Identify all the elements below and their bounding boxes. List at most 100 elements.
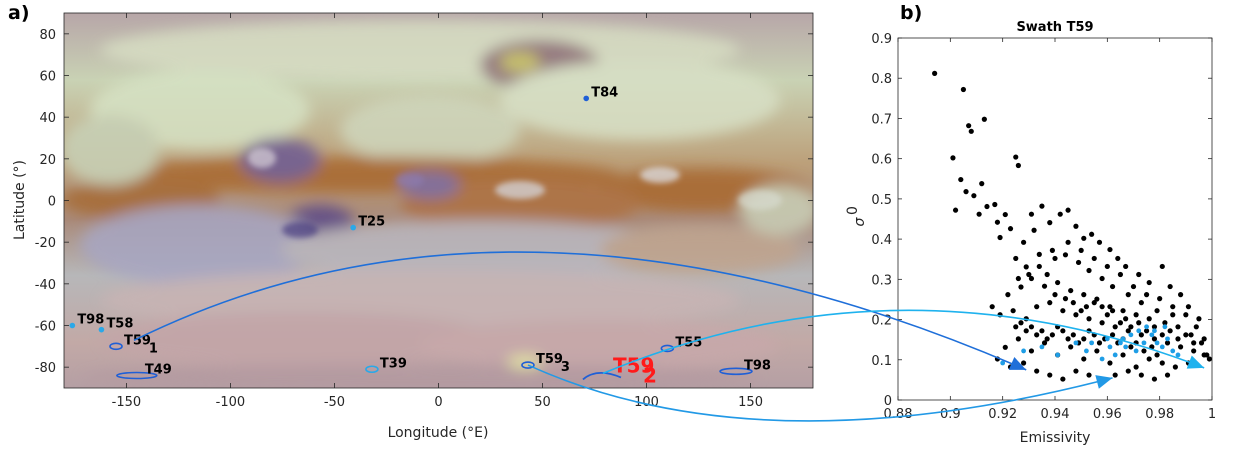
scatter-point [1052, 255, 1058, 262]
connector-arrowhead [1095, 375, 1113, 389]
scatter-point [976, 211, 982, 217]
scatter-point-highlight [1165, 336, 1170, 342]
connector-arrow-t59-3 [527, 364, 1113, 422]
scatter-y-tick-label: 0.5 [871, 193, 892, 208]
scatter-point-highlight [1152, 328, 1157, 334]
map-y-tick-label: -40 [35, 278, 56, 293]
scatter-point [1028, 348, 1035, 354]
scatter-y-tick-label: 0.1 [871, 354, 892, 369]
map-y-tick-label: 60 [39, 70, 56, 85]
swath-outline-t59 [109, 342, 123, 351]
map-panel: -150 -100 -50 0 50 100 150-80-60-40-2002040608… [12, 12, 814, 441]
scatter-point [1031, 227, 1037, 233]
scatter-point [1154, 352, 1160, 358]
scatter-y-tick-label: 0.2 [871, 314, 892, 329]
scatter-point [1191, 348, 1197, 354]
scatter-point [1151, 336, 1158, 342]
scatter-point [1154, 308, 1160, 314]
scatter-point [1034, 332, 1040, 338]
swath-label-t59-1: T59 [124, 333, 151, 348]
scatter-point [1018, 320, 1024, 326]
scatter-point [1175, 336, 1181, 342]
scatter-point-highlight [1021, 348, 1026, 354]
scatter-point [1060, 376, 1066, 382]
scatter-point [1081, 356, 1087, 362]
map-y-tick-label: 40 [39, 111, 56, 126]
map-x-tick-label: 150 [738, 395, 763, 410]
scatter-point [1151, 324, 1158, 330]
scatter-point-highlight [1136, 328, 1142, 334]
scatter-point [1141, 348, 1147, 354]
scatter-point [1191, 340, 1197, 346]
swath-dot-t58 [98, 326, 105, 333]
scatter-point [1086, 267, 1092, 274]
scatter-point [1193, 324, 1199, 330]
scatter-point [1094, 348, 1100, 354]
scatter-y-axis-sigma: σ [852, 216, 868, 226]
scatter-point [1117, 320, 1124, 326]
scatter-title: Swath T59 [1016, 20, 1093, 35]
swath-outline-t49 [116, 371, 158, 380]
swath-label-t25: T25 [358, 215, 385, 230]
scatter-x-tick-label: 0.92 [988, 407, 1017, 422]
scatter-point [1136, 271, 1142, 278]
scatter-point [1073, 223, 1079, 229]
highlight-swath-subscript: 2 [643, 363, 657, 387]
scatter-panel: Swath T59 0.88 0.9 0.92 0.94 0.96 0.98 100.10.… [845, 20, 1216, 446]
scatter-point [1034, 304, 1040, 310]
swath-label-t58: T58 [106, 317, 133, 332]
scatter-point [1065, 336, 1071, 342]
scatter-point [1070, 332, 1076, 338]
scatter-point [1157, 296, 1163, 302]
map-x-tick-label: -50 [324, 395, 345, 410]
scatter-point [1109, 332, 1116, 338]
scatter-point [1128, 344, 1134, 350]
scatter-point [1138, 300, 1144, 306]
swath-label-subscript: 1 [149, 341, 158, 356]
scatter-point [1060, 328, 1066, 334]
scatter-point-highlight [1118, 340, 1123, 346]
swath-outline-t59-2 [582, 372, 622, 381]
scatter-point [1041, 283, 1048, 289]
scatter-point [1013, 255, 1019, 262]
scatter-point [1068, 344, 1074, 350]
scatter-y-tick-label: 0 [884, 394, 892, 409]
scatter-point [1107, 246, 1113, 253]
connector-arrow-t59-1 [133, 251, 1027, 371]
scatter-point [1109, 308, 1116, 314]
scatter-point [1023, 264, 1029, 270]
scatter-point [1015, 336, 1021, 342]
scatter-point [1151, 376, 1158, 382]
scatter-point [1028, 324, 1035, 330]
swath-label-t98: T98 [77, 313, 104, 328]
scatter-point [1062, 296, 1069, 302]
scatter-point [1091, 255, 1097, 262]
scatter-point [1146, 316, 1152, 322]
swath-label-t84: T84 [591, 85, 618, 100]
scatter-point-highlight [1133, 348, 1139, 354]
scatter-point-highlight [1104, 336, 1110, 342]
scatter-x-tick-label: 1 [1208, 407, 1216, 422]
scatter-point [1183, 312, 1189, 318]
scatter-point [1178, 344, 1184, 350]
swath-label-subscript: 3 [561, 360, 570, 375]
scatter-point-highlight [1141, 340, 1147, 346]
scatter-point [979, 181, 985, 187]
map-x-tick-label: -150 [112, 395, 142, 410]
scatter-point [1162, 320, 1168, 326]
scatter-point [1015, 275, 1021, 282]
scatter-point [1099, 304, 1105, 310]
scatter-point [1167, 328, 1173, 334]
scatter-point [1081, 235, 1087, 241]
scatter-point-highlight [1099, 356, 1105, 362]
scatter-point [963, 189, 969, 195]
scatter-point [1086, 372, 1092, 378]
scatter-point-highlight [1175, 352, 1181, 358]
scatter-axes: 0.88 0.9 0.92 0.94 0.96 0.98 1 0 0.1 0.2 0.3 0.4 0.5… [871, 32, 1216, 422]
scatter-point [1096, 340, 1103, 346]
scatter-point [1091, 300, 1097, 306]
scatter-point [984, 203, 990, 210]
scatter-point [1159, 360, 1165, 366]
scatter-point-highlight [1084, 348, 1089, 354]
